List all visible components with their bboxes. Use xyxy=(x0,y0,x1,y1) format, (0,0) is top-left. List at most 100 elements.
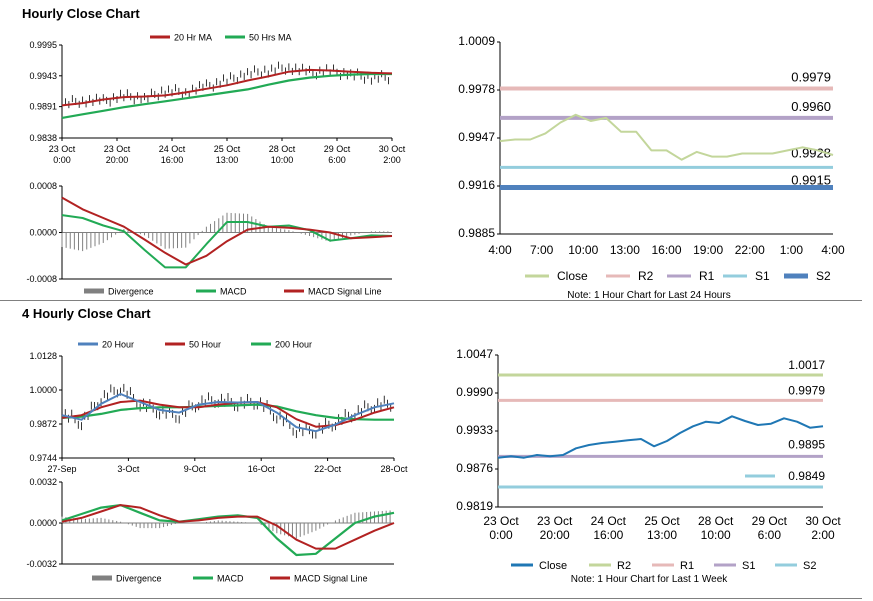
day-levels-y-tick-label: 0.9947 xyxy=(458,130,495,144)
week-level-label: 1.0017 xyxy=(788,358,825,372)
week-level-label: 0.9979 xyxy=(788,383,825,397)
day-levels-x-tick-label: 4:00 xyxy=(488,243,512,257)
hourly-price-x-tick-label: 24 Oct 16:00 xyxy=(159,144,186,165)
week-legend-s2-label: S2 xyxy=(803,560,816,572)
week-level-label: 0.9849 xyxy=(788,469,825,483)
four-hourly-200-hour-line xyxy=(61,403,394,421)
section-divider xyxy=(0,300,862,301)
bottom-divider xyxy=(0,598,862,599)
hourly-section-title: Hourly Close Chart xyxy=(22,6,140,21)
hourly-price-x-tick-label: 23 Oct 0:00 xyxy=(49,144,76,165)
four-hourly-price-y-tick-label: 1.0000 xyxy=(29,385,57,395)
four-hourly-legend-50hour-label: 50 Hour xyxy=(189,340,221,350)
four-hourly-20-hour-line xyxy=(61,393,395,433)
day-levels-x-tick-label: 1:00 xyxy=(780,243,804,257)
four-hourly-section-title: 4 Hourly Close Chart xyxy=(22,306,151,321)
hourly-price-x-tick-label: 29 Oct 6:00 xyxy=(324,144,351,165)
hourly-price-x-tick-label: 25 Oct 13:00 xyxy=(214,144,241,165)
hourly-legend-macd-label: MACD xyxy=(220,287,247,297)
week-levels-x-tick-label: 28 Oct 10:00 xyxy=(698,514,734,542)
four-hourly-50-hour-line xyxy=(61,399,395,428)
hourly-20hr-ma-line xyxy=(61,68,393,107)
hourly-legend-50hr-label: 50 Hrs MA xyxy=(249,33,292,43)
week-levels-y-tick-label: 1.0047 xyxy=(456,347,493,361)
week-levels-y-tick-label: 0.9933 xyxy=(456,423,493,437)
hourly-price-y-tick-label: 0.9943 xyxy=(29,71,57,81)
week-levels-x-tick-label: 24 Oct 16:00 xyxy=(591,514,627,542)
week-levels-x-tick-label: 23 Oct 20:00 xyxy=(537,514,573,542)
hourly-legend-20hr-label: 20 Hr MA xyxy=(174,33,212,43)
week-legend-r1-label: R1 xyxy=(680,560,694,572)
day-levels-y-tick-label: 0.9885 xyxy=(458,226,495,240)
four-hourly-legend-divergence-label: Divergence xyxy=(116,574,162,584)
four-hourly-price-x-tick-label: 22-Oct xyxy=(314,464,342,474)
week-close-line xyxy=(497,415,824,459)
day-close-line xyxy=(499,113,834,161)
day-levels-x-tick-label: 13:00 xyxy=(610,243,640,257)
four-hourly-macd-y-tick-label: -0.0032 xyxy=(26,559,57,569)
four-hourly-legend-macd-label: MACD xyxy=(217,574,244,584)
day-legend-s2-label: S2 xyxy=(816,269,831,283)
four-hourly-legend-200hour-label: 200 Hour xyxy=(275,340,312,350)
four-hourly-price-y-tick-label: 0.9744 xyxy=(29,453,57,463)
four-hourly-macd-y-tick-label: 0.0000 xyxy=(29,518,57,528)
hourly-price-x-tick-label: 23 Oct 20:00 xyxy=(104,144,131,165)
week-levels-x-tick-label: 25 Oct 13:00 xyxy=(644,514,680,542)
day-legend-s1-label: S1 xyxy=(755,269,770,283)
day-level-label: 0.9960 xyxy=(791,99,831,114)
week-level-label: 0.9895 xyxy=(788,437,825,451)
four-hourly-price-x-tick-label: 3-Oct xyxy=(117,464,140,474)
four-hourly-macd-signal-line xyxy=(61,504,395,550)
hourly-legend-divergence-label: Divergence xyxy=(108,287,154,297)
week-legend-s1-label: S1 xyxy=(742,560,755,572)
four-hourly-price-x-tick-label: 9-Oct xyxy=(184,464,207,474)
four-hourly-price-y-tick-label: 0.9872 xyxy=(29,419,57,429)
week-levels-y-tick-label: 0.9876 xyxy=(456,461,493,475)
day-level-label: 0.9979 xyxy=(791,69,831,84)
day-levels-x-tick-label: 10:00 xyxy=(568,243,598,257)
week-chart-note: Note: 1 Hour Chart for Last 1 Week xyxy=(571,574,729,585)
day-legend-r1-label: R1 xyxy=(699,269,715,283)
week-legend-r2-label: R2 xyxy=(617,560,631,572)
day-chart-note: Note: 1 Hour Chart for Last 24 Hours xyxy=(567,290,730,301)
day-level-label: 0.9928 xyxy=(791,145,831,160)
day-levels-y-tick-label: 0.9916 xyxy=(458,178,495,192)
week-levels-y-tick-label: 0.9819 xyxy=(456,499,493,513)
hourly-macd-signal-line xyxy=(61,196,393,266)
hourly-price-x-tick-label: 30 Oct 2:00 xyxy=(379,144,406,165)
day-level-label: 0.9915 xyxy=(791,173,831,188)
day-levels-x-tick-label: 22:00 xyxy=(735,243,765,257)
hourly-price-x-tick-label: 28 Oct 10:00 xyxy=(269,144,296,165)
hourly-macd-y-tick-label: -0.0008 xyxy=(26,274,57,284)
four-hourly-legend-signal-label: MACD Signal Line xyxy=(294,574,368,584)
day-levels-x-tick-label: 16:00 xyxy=(651,243,681,257)
four-hourly-price-x-tick-label: 28-Oct xyxy=(380,464,408,474)
four-hourly-price-x-tick-label: 27-Sep xyxy=(47,464,76,474)
four-hourly-legend-20hour-label: 20 Hour xyxy=(102,340,134,350)
hourly-macd-y-tick-label: 0.0008 xyxy=(29,181,57,191)
hourly-50hr-ma-line xyxy=(61,72,392,119)
day-legend-close-label: Close xyxy=(557,269,588,283)
week-legend-close-label: Close xyxy=(539,560,567,572)
day-levels-y-tick-label: 0.9978 xyxy=(458,82,495,96)
hourly-price-y-tick-label: 0.9838 xyxy=(29,133,57,143)
day-levels-y-tick-label: 1.0009 xyxy=(458,34,495,48)
hourly-price-y-tick-label: 0.9891 xyxy=(29,102,57,112)
hourly-macd-y-tick-label: 0.0000 xyxy=(29,228,57,238)
week-levels-x-tick-label: 29 Oct 6:00 xyxy=(752,514,788,542)
four-hourly-macd-line xyxy=(61,504,395,557)
hourly-divergence-bars xyxy=(61,212,389,252)
hourly-macd-line xyxy=(61,214,393,269)
day-levels-x-tick-label: 7:00 xyxy=(530,243,554,257)
day-levels-x-tick-label: 4:00 xyxy=(821,243,845,257)
day-levels-x-tick-label: 19:00 xyxy=(693,243,723,257)
four-hourly-macd-y-tick-label: 0.0032 xyxy=(29,477,57,487)
week-levels-x-tick-label: 30 Oct 2:00 xyxy=(805,514,841,542)
four-hourly-price-x-tick-label: 16-Oct xyxy=(248,464,276,474)
hourly-price-y-tick-label: 0.9995 xyxy=(29,40,57,50)
hourly-legend-signal-label: MACD Signal Line xyxy=(308,287,382,297)
week-levels-y-tick-label: 0.9990 xyxy=(456,385,493,399)
four-hourly-price-y-tick-label: 1.0128 xyxy=(29,351,57,361)
week-levels-x-tick-label: 23 Oct 0:00 xyxy=(483,514,519,542)
